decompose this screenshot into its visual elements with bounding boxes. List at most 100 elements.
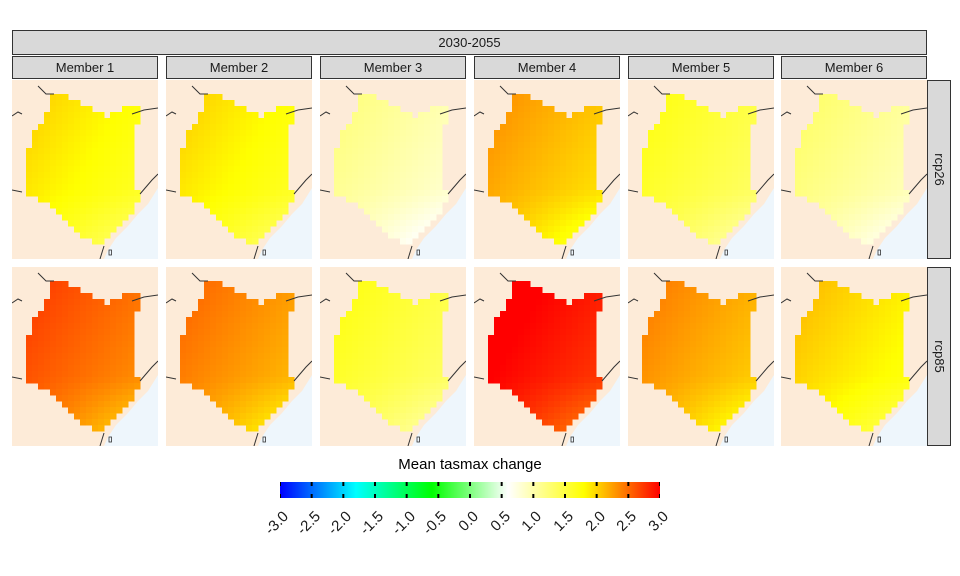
- grid-cell: [68, 329, 75, 336]
- grid-cell: [364, 299, 371, 306]
- grid-cell: [660, 172, 667, 179]
- grid-cell: [879, 347, 886, 354]
- grid-cell: [38, 160, 45, 167]
- grid-cell: [246, 425, 253, 432]
- grid-cell: [388, 184, 395, 191]
- grid-cell: [92, 220, 99, 227]
- grid-cell: [216, 317, 223, 324]
- grid-cell: [436, 353, 443, 360]
- grid-cell: [654, 365, 661, 372]
- grid-cell: [204, 335, 211, 342]
- grid-cell: [584, 377, 591, 384]
- grid-cell: [104, 329, 111, 336]
- grid-cell: [720, 383, 727, 390]
- grid-cell: [708, 172, 715, 179]
- grid-cell: [807, 160, 814, 167]
- grid-cell: [590, 377, 597, 384]
- grid-cell: [738, 383, 745, 390]
- grid-cell: [795, 359, 802, 366]
- grid-cell: [364, 365, 371, 372]
- grid-cell: [554, 208, 561, 215]
- grid-cell: [726, 329, 733, 336]
- grid-cell: [654, 130, 661, 137]
- grid-cell: [861, 419, 868, 426]
- grid-cell: [696, 293, 703, 300]
- grid-cell: [80, 359, 87, 366]
- grid-cell: [648, 160, 655, 167]
- grid-cell: [406, 214, 413, 221]
- grid-cell: [382, 178, 389, 185]
- grid-cell: [524, 317, 531, 324]
- grid-cell: [837, 100, 844, 107]
- grid-cell: [879, 329, 886, 336]
- grid-cell: [110, 178, 117, 185]
- grid-cell: [86, 371, 93, 378]
- grid-cell: [819, 190, 826, 197]
- grid-cell: [412, 130, 419, 137]
- grid-cell: [590, 190, 597, 197]
- grid-cell: [897, 359, 904, 366]
- grid-cell: [370, 395, 377, 402]
- grid-cell: [732, 130, 739, 137]
- grid-cell: [424, 184, 431, 191]
- grid-cell: [246, 323, 253, 330]
- grid-cell: [897, 317, 904, 324]
- grid-cell: [264, 317, 271, 324]
- grid-cell: [346, 172, 353, 179]
- grid-cell: [837, 130, 844, 137]
- grid-cell: [720, 365, 727, 372]
- grid-cell: [180, 184, 187, 191]
- grid-cell: [364, 323, 371, 330]
- grid-cell: [334, 154, 341, 161]
- grid-cell: [726, 335, 733, 342]
- sea-area: [258, 375, 312, 446]
- grid-cell: [738, 323, 745, 330]
- grid-cell: [198, 148, 205, 155]
- grid-cell: [536, 359, 543, 366]
- grid-cell: [370, 130, 377, 137]
- grid-cell: [684, 311, 691, 318]
- grid-cell: [258, 208, 265, 215]
- grid-cell: [50, 365, 57, 372]
- grid-cell: [666, 281, 673, 288]
- grid-cell: [891, 401, 898, 408]
- grid-cell: [62, 305, 69, 312]
- grid-cell: [412, 196, 419, 203]
- grid-cell: [80, 142, 87, 149]
- grid-cell: [512, 317, 519, 324]
- country-border: [715, 245, 721, 259]
- grid-cell: [56, 178, 63, 185]
- grid-cell: [855, 329, 862, 336]
- grid-cell: [819, 347, 826, 354]
- grid-cell: [412, 407, 419, 414]
- grid-cell: [388, 220, 395, 227]
- grid-cell: [98, 371, 105, 378]
- grid-cell: [666, 323, 673, 330]
- grid-cell: [276, 130, 283, 137]
- grid-cell: [506, 311, 513, 318]
- grid-cell: [500, 172, 507, 179]
- grid-cell: [732, 148, 739, 155]
- grid-cell: [849, 395, 856, 402]
- grid-cell: [228, 226, 235, 233]
- grid-cell: [192, 172, 199, 179]
- grid-cell: [68, 148, 75, 155]
- grid-cell: [204, 371, 211, 378]
- grid-cell: [879, 359, 886, 366]
- grid-cell: [572, 214, 579, 221]
- grid-cell: [122, 395, 129, 402]
- grid-cell: [690, 208, 697, 215]
- grid-cell: [708, 214, 715, 221]
- grid-cell: [560, 214, 567, 221]
- grid-cell: [430, 184, 437, 191]
- grid-cell: [672, 395, 679, 402]
- grid-cell: [382, 196, 389, 203]
- grid-cell: [861, 413, 868, 420]
- grid-cell: [572, 341, 579, 348]
- grid-cell: [98, 148, 105, 155]
- grid-cell: [524, 365, 531, 372]
- grid-cell: [436, 293, 443, 300]
- grid-cell: [506, 365, 513, 372]
- grid-cell: [186, 154, 193, 161]
- grid-cell: [62, 329, 69, 336]
